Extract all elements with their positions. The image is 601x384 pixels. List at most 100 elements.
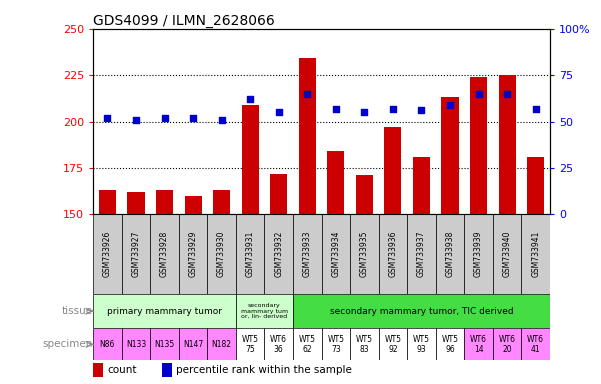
Text: WT5
96: WT5 96 bbox=[442, 335, 459, 354]
Text: WT5
93: WT5 93 bbox=[413, 335, 430, 354]
Bar bbox=[207, 328, 236, 360]
Bar bbox=[127, 192, 145, 214]
Bar bbox=[236, 328, 264, 360]
Text: WT5
75: WT5 75 bbox=[242, 335, 258, 354]
Bar bbox=[270, 174, 287, 214]
Bar bbox=[150, 214, 179, 294]
Bar bbox=[465, 328, 493, 360]
Bar bbox=[236, 294, 293, 328]
Text: GSM733934: GSM733934 bbox=[331, 231, 340, 278]
Bar bbox=[156, 190, 173, 214]
Text: GSM733926: GSM733926 bbox=[103, 231, 112, 277]
Point bbox=[274, 109, 284, 116]
Bar bbox=[293, 294, 550, 328]
Point bbox=[531, 106, 540, 112]
Bar bbox=[207, 214, 236, 294]
Bar bbox=[407, 328, 436, 360]
Text: percentile rank within the sample: percentile rank within the sample bbox=[176, 365, 352, 375]
Bar bbox=[122, 328, 150, 360]
Bar bbox=[293, 328, 322, 360]
Text: WT6
36: WT6 36 bbox=[270, 335, 287, 354]
Text: WT5
73: WT5 73 bbox=[328, 335, 344, 354]
Text: specimen: specimen bbox=[42, 339, 93, 349]
Point bbox=[416, 108, 426, 114]
Bar bbox=[442, 98, 459, 214]
Text: primary mammary tumor: primary mammary tumor bbox=[107, 307, 222, 316]
Text: WT6
41: WT6 41 bbox=[527, 335, 544, 354]
Text: N86: N86 bbox=[100, 340, 115, 349]
Bar bbox=[162, 363, 172, 377]
Bar bbox=[436, 328, 465, 360]
Bar bbox=[93, 328, 122, 360]
Bar bbox=[264, 328, 293, 360]
Point bbox=[103, 115, 112, 121]
Text: GSM733938: GSM733938 bbox=[445, 231, 454, 277]
Point bbox=[474, 91, 483, 97]
Text: WT5
62: WT5 62 bbox=[299, 335, 316, 354]
Text: GSM733935: GSM733935 bbox=[360, 231, 369, 278]
Bar bbox=[379, 214, 407, 294]
Bar bbox=[93, 214, 122, 294]
Bar bbox=[99, 190, 116, 214]
Text: GSM733936: GSM733936 bbox=[388, 231, 397, 278]
Point bbox=[302, 91, 312, 97]
Point bbox=[502, 91, 512, 97]
Bar bbox=[522, 328, 550, 360]
Text: N133: N133 bbox=[126, 340, 146, 349]
Text: GSM733940: GSM733940 bbox=[502, 231, 511, 278]
Point bbox=[131, 117, 141, 123]
Bar bbox=[328, 151, 344, 214]
Point bbox=[388, 106, 398, 112]
Text: WT6
14: WT6 14 bbox=[470, 335, 487, 354]
Point bbox=[445, 102, 455, 108]
Bar bbox=[299, 58, 316, 214]
Point bbox=[160, 115, 169, 121]
Text: GSM733939: GSM733939 bbox=[474, 231, 483, 278]
Bar bbox=[213, 190, 230, 214]
Text: WT6
20: WT6 20 bbox=[499, 335, 516, 354]
Bar bbox=[322, 328, 350, 360]
Point bbox=[217, 117, 227, 123]
Bar bbox=[350, 214, 379, 294]
Bar bbox=[522, 214, 550, 294]
Text: GSM733933: GSM733933 bbox=[303, 231, 312, 278]
Bar bbox=[385, 127, 401, 214]
Bar bbox=[293, 214, 322, 294]
Text: WT5
92: WT5 92 bbox=[385, 335, 401, 354]
Text: secondary mammary tumor, TIC derived: secondary mammary tumor, TIC derived bbox=[329, 307, 513, 316]
Bar bbox=[470, 77, 487, 214]
Bar bbox=[185, 196, 202, 214]
Bar bbox=[122, 214, 150, 294]
Text: WT5
83: WT5 83 bbox=[356, 335, 373, 354]
Text: N147: N147 bbox=[183, 340, 203, 349]
Bar bbox=[93, 363, 103, 377]
Point bbox=[359, 109, 369, 116]
Bar bbox=[436, 214, 465, 294]
Bar bbox=[465, 214, 493, 294]
Text: tissue: tissue bbox=[61, 306, 93, 316]
Text: GSM733927: GSM733927 bbox=[132, 231, 141, 277]
Text: GSM733941: GSM733941 bbox=[531, 231, 540, 277]
Bar bbox=[264, 214, 293, 294]
Text: secondary
mammary tum
or, lin- derived: secondary mammary tum or, lin- derived bbox=[241, 303, 288, 319]
Text: GSM733929: GSM733929 bbox=[189, 231, 198, 277]
Text: GSM733932: GSM733932 bbox=[274, 231, 283, 277]
Bar bbox=[356, 175, 373, 214]
Bar bbox=[242, 105, 258, 214]
Text: GSM733931: GSM733931 bbox=[246, 231, 255, 277]
Bar bbox=[150, 328, 179, 360]
Text: GSM733930: GSM733930 bbox=[217, 231, 226, 278]
Point bbox=[331, 106, 341, 112]
Bar bbox=[527, 157, 545, 214]
Bar bbox=[322, 214, 350, 294]
Bar bbox=[236, 214, 264, 294]
Text: GSM733928: GSM733928 bbox=[160, 231, 169, 277]
Bar bbox=[179, 328, 207, 360]
Text: count: count bbox=[108, 365, 137, 375]
Text: N182: N182 bbox=[212, 340, 231, 349]
Bar bbox=[493, 214, 522, 294]
Bar bbox=[499, 75, 516, 214]
Bar bbox=[413, 157, 430, 214]
Text: GDS4099 / ILMN_2628066: GDS4099 / ILMN_2628066 bbox=[93, 14, 275, 28]
Text: N135: N135 bbox=[154, 340, 175, 349]
